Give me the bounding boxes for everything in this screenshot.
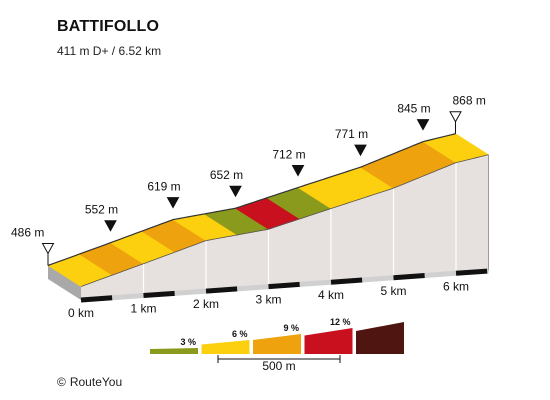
elevation-label: 771 m — [335, 127, 368, 141]
legend-wedge — [356, 322, 404, 354]
axis-segment — [205, 286, 238, 294]
legend-wedge — [150, 348, 198, 354]
elevation-markers: 486 m 552 m 619 m 652 m 712 m 771 m 845 m 868 m — [11, 94, 486, 266]
x-tick-label: 1 km — [130, 302, 156, 316]
gradient-legend: 3 % 6 % 9 % 12 % 500 m — [150, 317, 404, 373]
elevation-label: 652 m — [210, 168, 243, 182]
axis-segment — [268, 281, 300, 290]
profile-gradient-strip — [47, 133, 490, 287]
x-tick-label: 0 km — [68, 306, 94, 320]
legend-label: 12 % — [330, 317, 351, 327]
copyright-icon: © — [57, 375, 66, 389]
axis-segment — [362, 275, 394, 283]
x-tick-label: 5 km — [380, 284, 406, 298]
x-tick-label: 6 km — [443, 279, 469, 293]
x-tick-label: 2 km — [193, 297, 219, 311]
chart-title: BATTIFOLLO — [57, 18, 160, 35]
axis-segment — [393, 273, 425, 281]
x-tick-label: 4 km — [318, 288, 344, 302]
footer-credit: © RouteYou — [57, 375, 122, 389]
hollow-marker-icon — [449, 111, 462, 123]
profile-side-face — [48, 265, 81, 300]
elevation-label: 486 m — [11, 226, 44, 240]
legend-label: 3 % — [180, 337, 196, 347]
axis-segment — [237, 284, 269, 292]
marker-triangle-icon — [166, 197, 180, 209]
legend-wedge — [201, 340, 250, 354]
profile-back-edge — [47, 133, 456, 267]
marker-triangle-icon — [416, 119, 430, 131]
scale-label: 500 m — [262, 359, 295, 373]
profile-wall — [48, 154, 489, 300]
axis-segment — [424, 270, 457, 279]
marker-triangle-icon — [354, 144, 367, 157]
profile-front-wall — [81, 154, 489, 300]
axis-segment — [80, 295, 113, 303]
elevation-label: 845 m — [397, 102, 430, 116]
x-tick-label: 3 km — [255, 293, 281, 307]
distance-axis: 0 km 1 km 2 km 3 km 4 km 5 km 6 km — [68, 268, 489, 320]
legend-label: 6 % — [232, 329, 248, 339]
elevation-label: 868 m — [453, 94, 486, 108]
marker-triangle-icon — [229, 185, 242, 198]
elevation-label: 712 m — [272, 148, 305, 162]
marker-triangle-icon — [291, 165, 305, 177]
footer-brand: RouteYou — [69, 375, 123, 389]
elevation-label: 552 m — [85, 203, 118, 217]
axis-segment — [299, 279, 332, 287]
axis-segment — [330, 277, 363, 285]
legend-wedge — [253, 334, 301, 354]
axis-segment — [143, 290, 175, 299]
legend-wedge — [304, 328, 353, 354]
axis-segment — [455, 268, 488, 276]
chart-subtitle: 411 m D+ / 6.52 km — [57, 44, 162, 58]
elevation-label: 619 m — [147, 180, 180, 194]
hollow-marker-icon — [41, 243, 55, 255]
profile-front-edge — [80, 154, 489, 287]
marker-triangle-icon — [104, 220, 117, 232]
legend-label: 9 % — [283, 323, 299, 333]
axis-segment — [174, 288, 207, 296]
axis-segment — [112, 293, 144, 301]
